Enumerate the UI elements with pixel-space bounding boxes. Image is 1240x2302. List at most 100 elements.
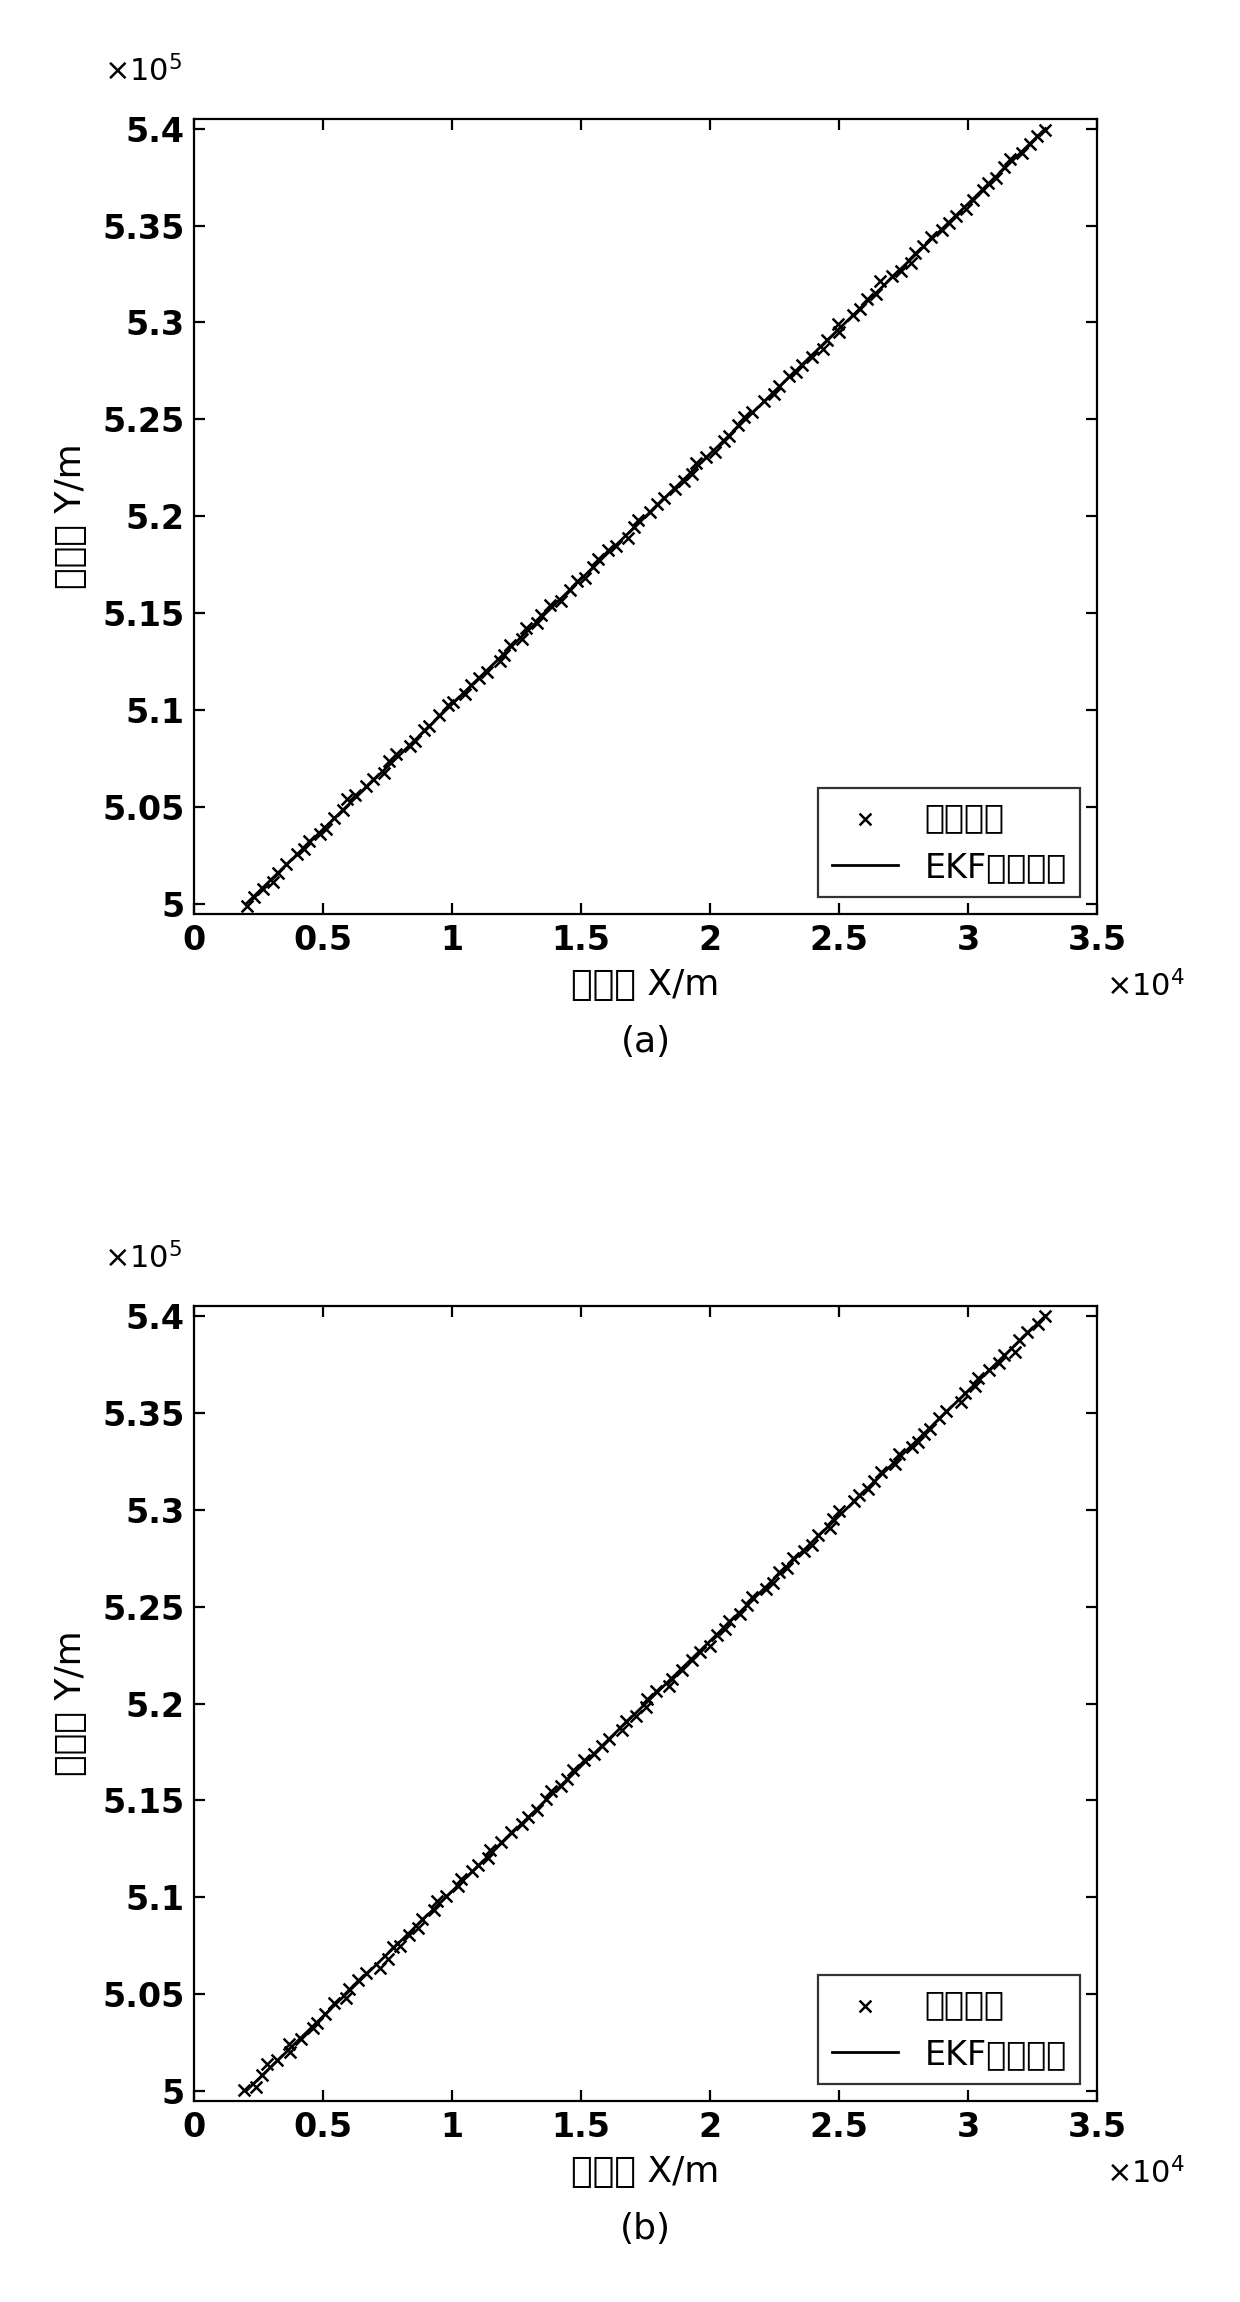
Point xyxy=(588,541,608,578)
Legend: 真实轨迹, EKF滤波轨迹: 真实轨迹, EKF滤波轨迹 xyxy=(818,787,1080,898)
Point xyxy=(408,1908,428,1945)
Point xyxy=(348,1961,368,1998)
Point xyxy=(763,1565,782,1602)
Point xyxy=(920,1411,940,1448)
Text: (a): (a) xyxy=(620,1024,671,1059)
Point xyxy=(867,276,887,313)
Point xyxy=(1001,140,1021,177)
Point xyxy=(714,1611,734,1648)
Point xyxy=(448,1867,467,1904)
Point xyxy=(682,1641,702,1678)
Point xyxy=(455,674,475,711)
Point xyxy=(640,493,660,529)
Point xyxy=(792,345,812,382)
Point xyxy=(730,1595,750,1632)
Point xyxy=(356,769,376,806)
Point xyxy=(557,1761,577,1798)
Point xyxy=(336,1980,356,2017)
Text: $\times10^5$: $\times10^5$ xyxy=(104,55,182,87)
Point xyxy=(583,548,603,585)
Point xyxy=(412,1901,432,1938)
Point xyxy=(470,658,490,695)
Point xyxy=(598,532,618,569)
Point xyxy=(291,2021,311,2058)
Point xyxy=(987,159,1007,196)
Point xyxy=(946,198,966,235)
Point xyxy=(802,1526,822,1563)
Point xyxy=(955,1374,975,1411)
X-axis label: 横坐标 X/m: 横坐标 X/m xyxy=(572,967,720,1001)
Point xyxy=(512,622,532,658)
Point xyxy=(606,527,626,564)
Point xyxy=(591,1726,611,1763)
Point xyxy=(527,1791,547,1828)
Point xyxy=(714,424,734,460)
Point xyxy=(288,836,308,872)
Point xyxy=(1021,127,1040,163)
Point xyxy=(699,1628,719,1664)
Point xyxy=(563,1752,583,1789)
Point xyxy=(306,2005,326,2042)
Point xyxy=(324,799,343,836)
Point xyxy=(864,1462,884,1499)
Point xyxy=(491,1823,511,1860)
Point xyxy=(1028,1305,1048,1342)
Point xyxy=(279,2026,299,2063)
Point xyxy=(830,1492,849,1529)
Point xyxy=(901,244,921,281)
Point xyxy=(613,1713,632,1750)
Point xyxy=(884,1446,904,1482)
Point xyxy=(1006,1333,1025,1370)
Point xyxy=(268,854,288,891)
Point xyxy=(956,191,976,228)
Point xyxy=(980,1351,999,1388)
Point xyxy=(257,2046,277,2083)
Point xyxy=(363,760,383,796)
Point xyxy=(618,520,637,557)
Point xyxy=(552,1768,572,1805)
Point xyxy=(858,1471,878,1508)
Point xyxy=(968,1360,988,1397)
Point xyxy=(743,394,763,430)
Point xyxy=(541,587,560,624)
Point xyxy=(908,1423,928,1459)
Point xyxy=(719,417,739,453)
Point xyxy=(599,1720,619,1756)
Point xyxy=(936,1393,956,1430)
Point xyxy=(469,1846,489,1883)
Point xyxy=(275,847,295,884)
Point xyxy=(929,1400,949,1436)
Point xyxy=(889,1436,909,1473)
Point xyxy=(461,1853,481,1890)
Point xyxy=(807,1517,827,1554)
Point xyxy=(675,463,694,500)
Point xyxy=(965,1367,985,1404)
Point xyxy=(769,368,789,405)
Point xyxy=(921,219,941,256)
Point xyxy=(337,780,357,817)
Point xyxy=(560,573,580,610)
Point xyxy=(383,1929,403,1966)
Point xyxy=(310,815,330,852)
Point xyxy=(828,313,848,350)
Point xyxy=(769,1554,789,1591)
Point xyxy=(429,698,449,734)
Point xyxy=(776,1549,796,1586)
Point xyxy=(1012,136,1032,173)
Point xyxy=(994,1335,1014,1372)
Point xyxy=(882,258,901,295)
Point xyxy=(512,1805,532,1842)
Point xyxy=(253,2056,273,2093)
Point xyxy=(786,355,806,391)
Point xyxy=(552,582,572,619)
Point xyxy=(536,1779,556,1816)
Point xyxy=(1017,1312,1037,1349)
Point xyxy=(391,1927,410,1964)
Text: $\times10^4$: $\times10^4$ xyxy=(1106,969,1185,1001)
Point xyxy=(568,562,588,599)
Point xyxy=(742,1579,761,1616)
Point xyxy=(300,822,320,859)
Point xyxy=(665,470,684,506)
Point xyxy=(849,290,869,327)
Text: $\times10^4$: $\times10^4$ xyxy=(1106,2157,1185,2189)
